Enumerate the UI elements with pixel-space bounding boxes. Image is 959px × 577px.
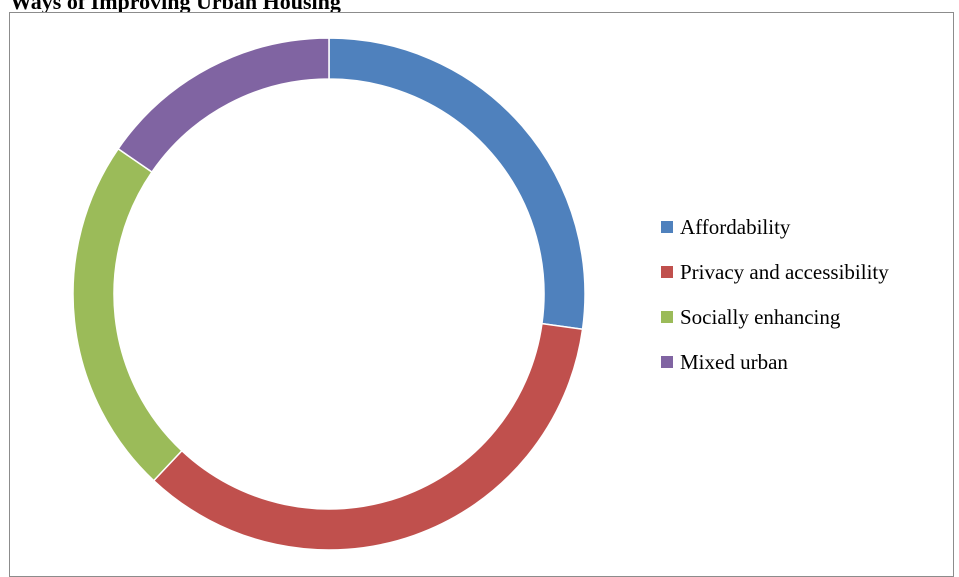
legend-swatch-affordability — [661, 221, 673, 233]
donut-slice-affordability — [328, 37, 586, 331]
donut-slices — [72, 37, 586, 551]
donut-slice-privacy-and-accessibility — [152, 322, 584, 551]
legend-label-privacy-and-accessibility: Privacy and accessibility — [680, 260, 889, 284]
page-title: Ways of Improving Urban Housing — [10, 0, 341, 14]
legend-label-socially-enhancing: Socially enhancing — [680, 305, 841, 329]
legend-swatch-mixed-urban — [661, 356, 673, 368]
legend-label-affordability: Affordability — [680, 215, 791, 239]
donut-slice-mixed-urban — [117, 37, 330, 174]
legend-swatch-privacy-and-accessibility — [661, 266, 673, 278]
legend-label-mixed-urban: Mixed urban — [680, 350, 788, 374]
legend-swatch-socially-enhancing — [661, 311, 673, 323]
chart-legend: Affordability Privacy and accessibility So… — [661, 215, 889, 374]
donut-slice-socially-enhancing — [72, 147, 183, 482]
